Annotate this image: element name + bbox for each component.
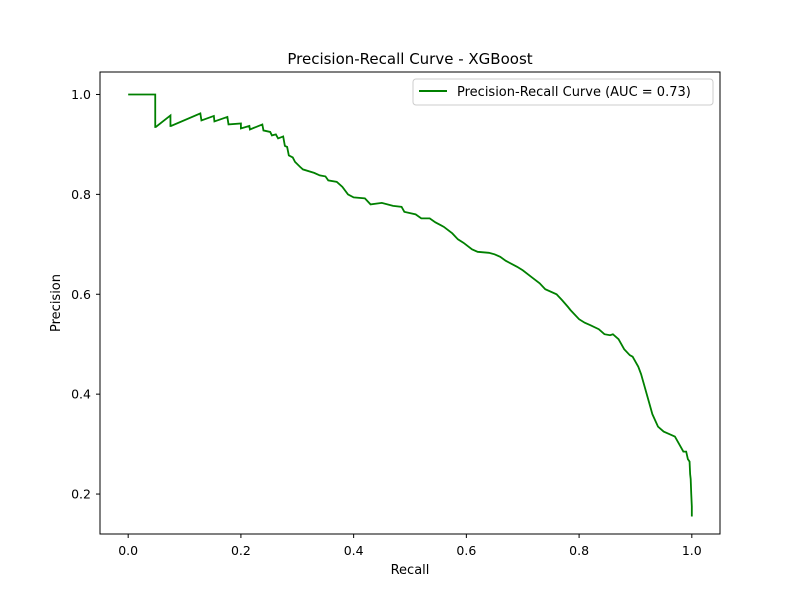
y-tick-label: 0.2 [71, 487, 91, 502]
pr-curve-line [128, 93, 693, 517]
plot-area [99, 71, 721, 535]
y-axis-label: Precision [49, 274, 64, 332]
x-axis-label: Recall [391, 563, 430, 578]
y-tick-label: 0.8 [71, 187, 91, 202]
x-tick-label: 1.0 [682, 543, 702, 558]
legend-label: Precision-Recall Curve (AUC = 0.73) [457, 85, 691, 100]
x-tick-label: 0.2 [231, 543, 251, 558]
y-tick-label: 1.0 [71, 87, 91, 102]
x-tick-label: 0.8 [569, 543, 589, 558]
legend-box [412, 78, 714, 106]
y-tick-label: 0.4 [71, 387, 91, 402]
legend: Precision-Recall Curve (AUC = 0.73) [412, 78, 714, 106]
x-axis-ticks: 0.0 0.2 0.4 0.6 0.8 1.0 [118, 534, 702, 558]
y-axis-ticks: 0.2 0.4 0.6 0.8 1.0 [71, 87, 100, 502]
x-tick-label: 0.0 [118, 543, 138, 558]
y-tick-label: 0.6 [71, 287, 91, 302]
x-tick-label: 0.4 [344, 543, 364, 558]
chart-title: Precision-Recall Curve - XGBoost [287, 50, 532, 68]
axes-frame [99, 71, 721, 535]
x-tick-label: 0.6 [456, 543, 476, 558]
